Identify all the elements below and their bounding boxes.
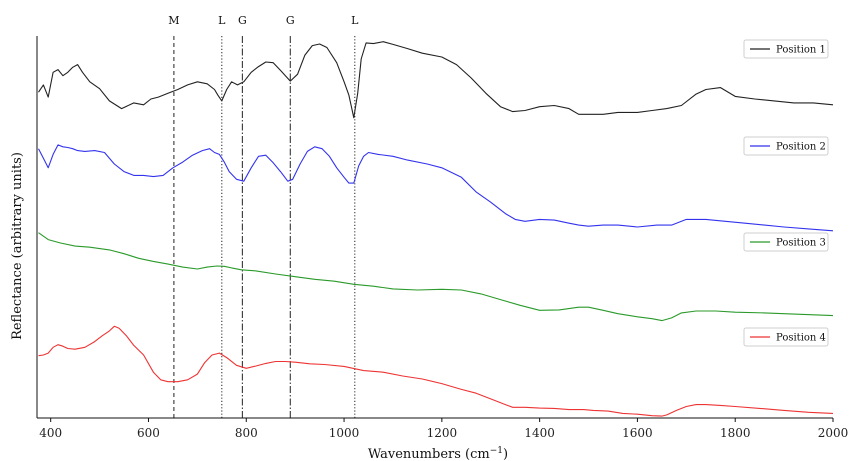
legend-frame bbox=[743, 232, 829, 252]
band-marker-label: L bbox=[351, 14, 359, 27]
legend-label: Position 4 bbox=[776, 333, 826, 344]
legend: Position 1 Position 2 Position 3 Position 4 bbox=[743, 39, 829, 347]
series-line-4 bbox=[38, 325, 834, 417]
x-tick-label: 1400 bbox=[524, 426, 555, 440]
band-marker-label: G bbox=[238, 14, 247, 27]
x-tick-label: 800 bbox=[235, 426, 258, 440]
axes bbox=[36, 36, 833, 419]
legend-label: Position 3 bbox=[776, 238, 826, 249]
legend-frame bbox=[743, 39, 829, 59]
band-marker-label: L bbox=[218, 14, 226, 27]
x-tick-label: 400 bbox=[39, 426, 62, 440]
x-axis-label: Wavenumbers (cm−1) bbox=[368, 446, 508, 461]
x-tick-label: 1000 bbox=[329, 426, 360, 440]
legend-box-1: Position 1 bbox=[743, 39, 829, 59]
legend-box-4: Position 4 bbox=[743, 327, 829, 347]
x-tick-label: 1800 bbox=[720, 426, 751, 440]
band-marker-label: M bbox=[168, 14, 179, 27]
band-marker-label: G bbox=[286, 14, 295, 27]
x-ticks: 400 600 800 1000 1200 1400 1600 1800 2000 bbox=[39, 418, 848, 440]
x-tick-label: 1200 bbox=[427, 426, 458, 440]
legend-frame bbox=[743, 327, 829, 347]
legend-label: Position 2 bbox=[776, 142, 826, 153]
series-line-3 bbox=[38, 232, 834, 322]
legend-box-3: Position 3 bbox=[743, 232, 829, 252]
series-line-1 bbox=[38, 41, 834, 119]
legend-box-2: Position 2 bbox=[743, 136, 829, 156]
x-tick-label: 1600 bbox=[622, 426, 653, 440]
legend-frame bbox=[743, 136, 829, 156]
y-axis-label: Reflectance (arbitrary units) bbox=[10, 152, 25, 340]
series-line-2 bbox=[38, 144, 834, 232]
series-lines bbox=[38, 41, 834, 417]
x-tick-label: 2000 bbox=[818, 426, 849, 440]
x-tick-label: 600 bbox=[137, 426, 160, 440]
legend-label: Position 1 bbox=[776, 45, 826, 56]
